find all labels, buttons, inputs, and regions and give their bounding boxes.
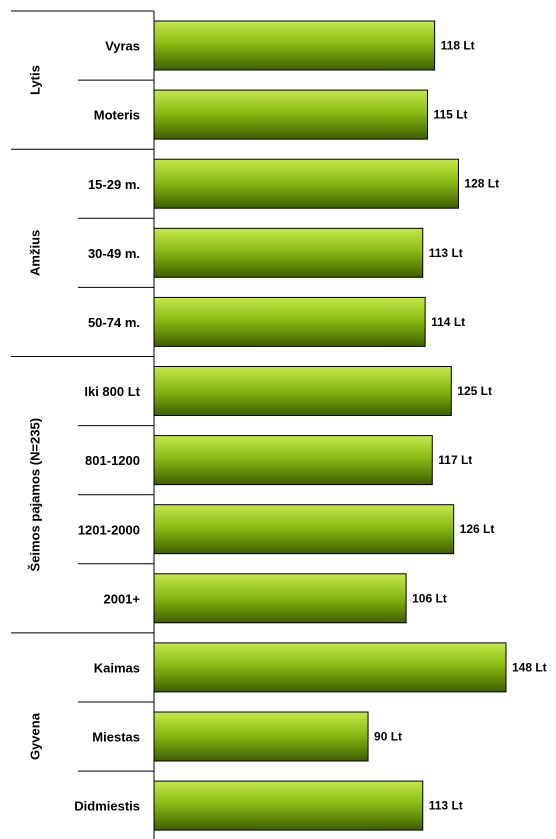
bar-3-1 [153,711,369,762]
group-label: Šeimos pajamos (N=235) [27,418,42,572]
value-label: 126 Lt [460,522,495,536]
value-label: 90 Lt [374,730,402,744]
bar-2-3 [153,573,407,624]
category-label: 50-74 m. [88,315,140,330]
category-label: Vyras [105,39,140,54]
bar-1-0 [153,158,459,209]
value-label: 113 Lt [429,799,463,813]
category-label: 15-29 m. [88,177,140,192]
bar-0-1 [153,89,429,140]
group-label: Amžius [27,230,42,276]
value-label: 115 Lt [434,108,468,122]
category-label: Moteris [94,108,140,123]
bar-3-0 [153,642,507,693]
value-label: 118 Lt [441,39,475,53]
group-label: Lytis [27,65,42,95]
category-label: 801-1200 [85,453,140,468]
bar-2-1 [153,435,433,486]
value-label: 128 Lt [464,177,499,191]
value-label: 148 Lt [512,660,547,674]
bar-3-2 [153,780,424,831]
category-label: Miestas [92,730,140,745]
bar-2-0 [153,366,452,416]
value-label: 125 Lt [457,384,492,398]
category-label: 2001+ [103,591,140,606]
category-label: Didmiestis [74,799,140,814]
bar-1-1 [153,227,424,278]
bar-2-2 [153,504,455,555]
category-label: 30-49 m. [88,246,140,261]
category-label: 1201-2000 [78,522,140,537]
group-label: Gyvena [27,712,42,760]
category-label: Kaimas [94,660,140,675]
category-label: Iki 800 Lt [84,384,140,399]
value-label: 106 Lt [412,591,447,605]
value-label: 117 Lt [438,453,472,467]
bar-1-2 [153,296,426,347]
value-label: 114 Lt [431,315,465,329]
bar-0-0 [153,20,436,71]
value-label: 113 Lt [429,246,463,260]
